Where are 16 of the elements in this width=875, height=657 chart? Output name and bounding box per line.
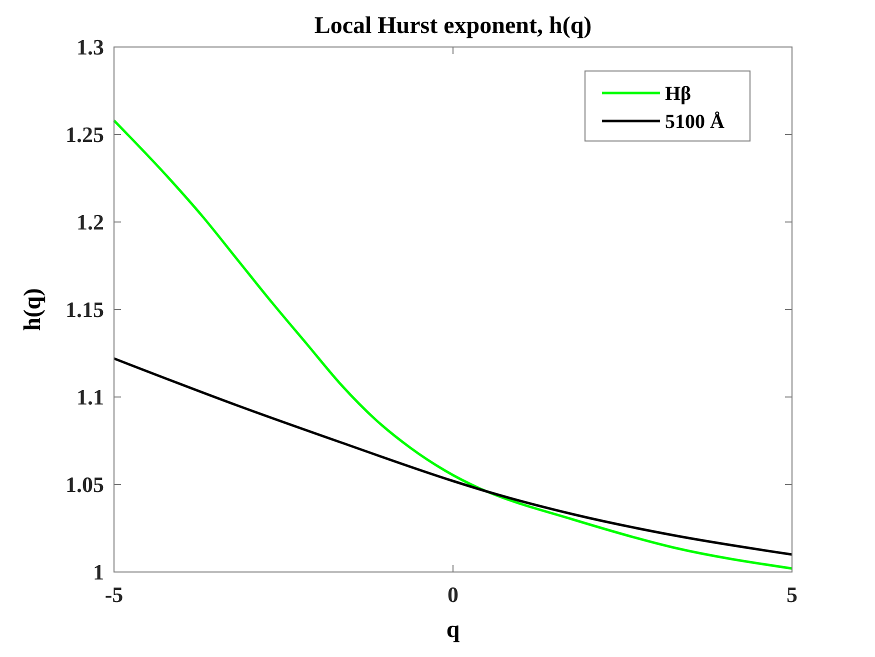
y-tick-label: 1.2 [76, 210, 104, 235]
y-tick-label: 1.05 [66, 472, 104, 498]
y-axis-title: h(q) [20, 288, 46, 331]
line-series [112, 357, 794, 556]
y-tick-label: 1 [93, 560, 104, 585]
legend-label: Hβ [665, 83, 692, 105]
legend-label: 5100 Å [665, 111, 725, 133]
chart-title: Local Hurst exponent, h(q) [314, 13, 592, 39]
x-tick-label: 5 [786, 582, 798, 607]
x-axis-title: q [446, 617, 460, 643]
x-tick-label: 0 [448, 582, 458, 607]
y-tick-label: 1.1 [76, 384, 104, 410]
y-tick-label: 1.25 [66, 122, 104, 148]
x-tick-label: -5 [104, 582, 124, 607]
y-tick-label: 1.3 [76, 34, 104, 60]
y-tick-label: 1.15 [66, 297, 104, 322]
